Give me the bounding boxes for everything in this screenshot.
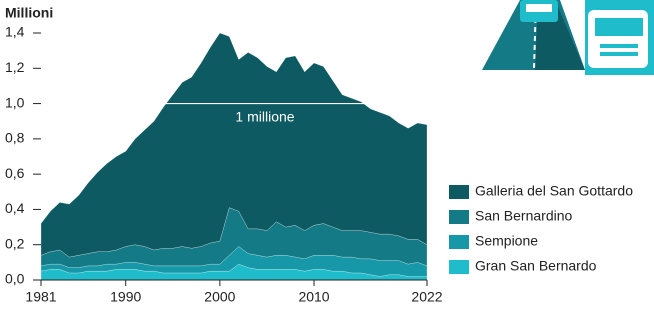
y-tick-label: 1,2 <box>5 59 25 75</box>
x-tick-label: 2022 <box>411 289 442 305</box>
legend-swatch <box>449 260 469 274</box>
y-tick-label: 0,8 <box>5 130 25 146</box>
tunnel-icon <box>482 0 654 75</box>
x-tick-label: 2000 <box>204 289 235 305</box>
legend-label: Gran San Bernardo <box>475 258 597 274</box>
y-tick-label: 1,4 <box>5 24 25 40</box>
x-tick-label: 1981 <box>25 289 56 305</box>
annotation-text: 1 millione <box>235 108 294 124</box>
y-tick-label: 1,0 <box>5 94 25 110</box>
legend-swatch <box>449 185 469 199</box>
y-tick-label: 0,2 <box>5 235 25 251</box>
x-tick-label: 1990 <box>110 289 141 305</box>
legend-swatch <box>449 235 469 249</box>
chart: Millioni 1 millione 0,0 0,2 0,4 0,6 0,8 1,0 1,2… <box>0 0 654 309</box>
legend-label: Galleria del San Gottardo <box>475 183 633 199</box>
y-tick-label: 0,6 <box>5 165 25 181</box>
y-tick-label: 0,0 <box>5 271 25 287</box>
legend-label: Sempione <box>475 233 538 249</box>
legend-swatch <box>449 210 469 224</box>
x-tick-label: 2010 <box>298 289 329 305</box>
y-axis-label: Millioni <box>5 5 53 21</box>
y-tick-label: 0,4 <box>5 200 25 216</box>
legend-label: San Bernardino <box>475 208 573 224</box>
